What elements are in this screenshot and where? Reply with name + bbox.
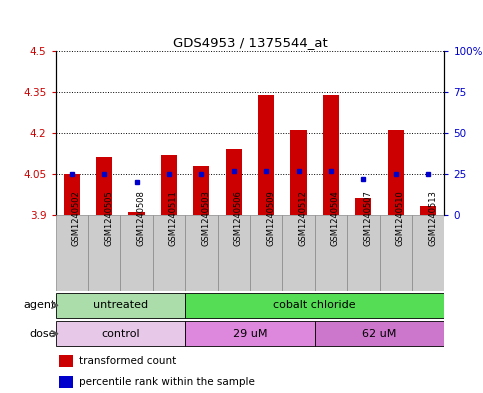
Text: 29 uM: 29 uM (233, 329, 267, 339)
Text: control: control (101, 329, 140, 339)
Bar (226, 149, 242, 215)
Text: GSM1240505: GSM1240505 (104, 191, 113, 246)
FancyBboxPatch shape (283, 215, 315, 291)
Bar (420, 206, 436, 215)
FancyBboxPatch shape (315, 215, 347, 291)
Text: GSM1240511: GSM1240511 (169, 191, 178, 246)
FancyBboxPatch shape (56, 215, 88, 291)
Bar (193, 165, 210, 215)
FancyBboxPatch shape (412, 215, 444, 291)
FancyBboxPatch shape (347, 215, 380, 291)
Text: GSM1240504: GSM1240504 (331, 191, 340, 246)
Text: agent: agent (23, 300, 56, 310)
Bar (128, 212, 144, 215)
Text: GSM1240512: GSM1240512 (298, 191, 308, 246)
Text: GSM1240513: GSM1240513 (428, 191, 437, 246)
Bar (323, 95, 339, 215)
FancyBboxPatch shape (56, 293, 185, 318)
Bar (355, 198, 371, 215)
Text: GSM1240503: GSM1240503 (201, 191, 211, 246)
FancyBboxPatch shape (250, 215, 283, 291)
Bar (161, 155, 177, 215)
Text: GSM1240502: GSM1240502 (72, 191, 81, 246)
Bar (96, 158, 112, 215)
Text: GSM1240507: GSM1240507 (363, 191, 372, 246)
Bar (290, 130, 307, 215)
Text: dose: dose (29, 329, 56, 339)
Text: GSM1240510: GSM1240510 (396, 191, 405, 246)
Bar (258, 95, 274, 215)
FancyBboxPatch shape (380, 215, 412, 291)
Text: percentile rank within the sample: percentile rank within the sample (79, 377, 255, 387)
Bar (59, 376, 73, 388)
FancyBboxPatch shape (185, 293, 444, 318)
FancyBboxPatch shape (56, 321, 185, 346)
FancyBboxPatch shape (315, 321, 444, 346)
Text: cobalt chloride: cobalt chloride (273, 300, 356, 310)
FancyBboxPatch shape (185, 215, 217, 291)
Text: GSM1240506: GSM1240506 (234, 191, 243, 246)
Text: GSM1240508: GSM1240508 (137, 191, 145, 246)
Text: transformed count: transformed count (79, 356, 176, 366)
Text: GSM1240509: GSM1240509 (266, 191, 275, 246)
FancyBboxPatch shape (88, 215, 120, 291)
Bar (59, 355, 73, 367)
FancyBboxPatch shape (185, 321, 315, 346)
Bar (388, 130, 404, 215)
FancyBboxPatch shape (153, 215, 185, 291)
Text: untreated: untreated (93, 300, 148, 310)
Text: 62 uM: 62 uM (362, 329, 397, 339)
Title: GDS4953 / 1375544_at: GDS4953 / 1375544_at (172, 36, 327, 49)
FancyBboxPatch shape (120, 215, 153, 291)
Bar (64, 174, 80, 215)
FancyBboxPatch shape (217, 215, 250, 291)
